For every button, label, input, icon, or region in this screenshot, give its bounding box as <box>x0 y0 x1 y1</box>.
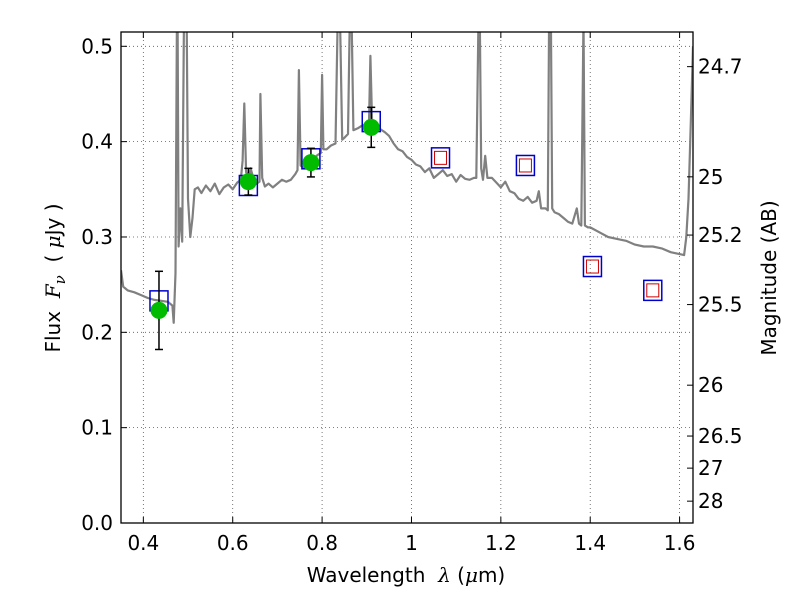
magnitude-tick-label: 26.5 <box>698 424 743 448</box>
observed-point <box>302 154 320 172</box>
magnitude-tick-label: 27 <box>698 456 723 480</box>
x-tick-label: 0.4 <box>127 531 159 555</box>
magnitude-tick-label: 28 <box>698 489 723 513</box>
magnitude-axis: 24.7 25 25.2 25.5 26 26.5 27 28 <box>687 55 743 513</box>
y-tick-label: 0.1 <box>81 416 113 440</box>
y-tick-label: 0.4 <box>81 130 113 154</box>
x-tick-label: 0.6 <box>217 531 249 555</box>
model-photometry-box <box>643 279 663 302</box>
predicted-photometry-box <box>646 283 660 298</box>
x-axis-title: Wavelength λ (μm) <box>307 563 506 587</box>
magnitude-axis-title: Magnitude (AB) <box>757 200 781 355</box>
x-tick-label: 1.6 <box>664 531 696 555</box>
y-tick-label: 0.0 <box>81 511 113 535</box>
x-axis: 0.4 0.6 0.8 1 1.2 1.4 1.6 <box>127 32 696 555</box>
magnitude-tick-label: 26 <box>698 373 723 397</box>
plot-area <box>121 32 693 523</box>
observed-point <box>150 301 168 319</box>
y-axis: 0.0 0.1 0.2 0.3 0.4 0.5 <box>81 34 127 535</box>
observed-point <box>362 118 380 136</box>
x-tick-label: 0.8 <box>306 531 338 555</box>
observed-point-layer <box>150 118 380 319</box>
sed-model-curve <box>121 32 693 324</box>
plot-frame <box>120 31 694 524</box>
y-tick-label: 0.2 <box>81 320 113 344</box>
y-tick-label: 0.5 <box>81 34 113 58</box>
model-photometry-box <box>515 154 536 177</box>
observed-point <box>239 173 257 191</box>
y-tick-label: 0.3 <box>81 225 113 249</box>
x-tick-label: 1.4 <box>574 531 606 555</box>
magnitude-tick-label: 25.5 <box>698 293 743 317</box>
model-photometry-box <box>430 147 451 169</box>
predicted-photometry-box <box>585 259 599 274</box>
magnitude-tick-label: 25.2 <box>698 223 743 247</box>
magnitude-tick-label: 24.7 <box>698 55 743 79</box>
x-tick-label: 1.2 <box>485 531 517 555</box>
magnitude-tick-label: 25 <box>698 165 723 189</box>
y-axis-title: Flux Fν ( μJy ) <box>41 203 69 352</box>
model-photometry-box <box>582 255 603 278</box>
sed-curve-layer <box>121 32 693 324</box>
predicted-photometry-box <box>434 150 448 165</box>
predicted-photometry-box <box>518 158 532 173</box>
x-tick-label: 1 <box>405 531 418 555</box>
